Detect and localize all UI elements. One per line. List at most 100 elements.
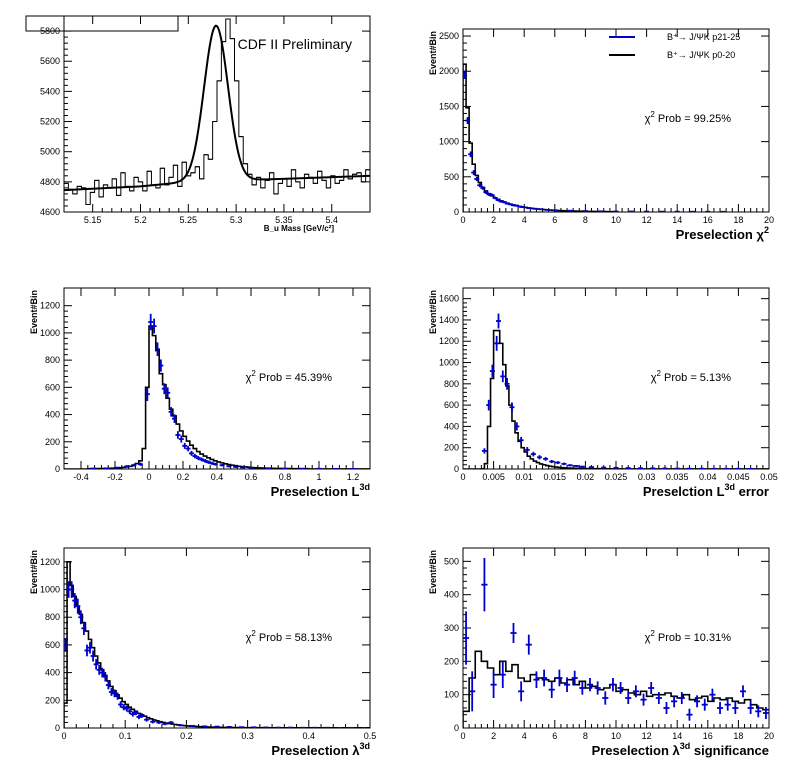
y-tick-label: 2000 (439, 66, 459, 76)
y-tick-label: 100 (444, 690, 459, 700)
y-axis-label: Event#Bin (428, 550, 438, 594)
data-point (532, 207, 538, 210)
data-point (571, 670, 578, 686)
y-tick-label: 200 (45, 695, 60, 705)
data-point (525, 634, 532, 655)
y-axis-label: Event#Bin (428, 31, 438, 75)
data-point (567, 209, 573, 212)
x-axis-label: B_u Mass [GeV/c²] (264, 224, 335, 233)
data-point (526, 207, 532, 210)
data-point (177, 724, 183, 727)
plot-area (64, 18, 370, 205)
x-tick-label: 12 (642, 215, 652, 225)
y-tick-label: 1200 (40, 301, 60, 311)
data-point (190, 724, 196, 727)
data-point (463, 70, 468, 79)
y-tick-label: 400 (444, 421, 459, 431)
data-point (212, 462, 218, 466)
data-point (115, 692, 121, 700)
y-tick-label: 1200 (40, 557, 60, 567)
data-point (238, 726, 244, 728)
data-point (589, 466, 595, 468)
x-tick-label: 0.5 (364, 731, 377, 741)
y-tick-label: 0 (454, 207, 459, 217)
data-point (492, 196, 498, 200)
data-point (168, 407, 174, 417)
data-point (265, 467, 271, 469)
data-point (226, 465, 232, 468)
x-tick-label: 0.3 (241, 731, 254, 741)
data-point (481, 448, 487, 454)
data-point (541, 669, 548, 687)
x-tick-label: 18 (733, 215, 743, 225)
data-point (509, 402, 515, 413)
data-point (573, 465, 579, 467)
data-point (556, 669, 563, 687)
data-point (75, 598, 81, 614)
panels: 5.15 5.2 5.25 5.3 5.35 5.44600480050005200540… (29, 15, 778, 758)
y-axis-label: Event#Bin (29, 290, 39, 334)
y-tick-label: 2500 (439, 31, 459, 41)
chi2-annotation: χ2 Prob = 58.13% (246, 629, 333, 644)
data-point (601, 466, 607, 469)
chi2-annotation: χ2 Prob = 10.31% (645, 629, 732, 644)
data-point (543, 456, 549, 461)
y-tick-label: 5000 (40, 147, 60, 157)
data-point (96, 664, 102, 675)
data-point (87, 641, 93, 654)
data-point (561, 462, 567, 466)
data-point (84, 644, 90, 657)
data-point (156, 720, 162, 724)
data-point (537, 455, 542, 460)
data-point (81, 621, 87, 635)
data-point (465, 116, 471, 125)
histogram-outline (64, 18, 370, 205)
legend-entry: B⁺→ J/ΨK p21-25 (609, 32, 740, 42)
x-tick-label: -0.4 (73, 472, 89, 482)
data-point (233, 466, 239, 468)
x-tick-label: 5.2 (134, 215, 147, 225)
data-point (202, 459, 208, 463)
y-tick-label: 200 (444, 656, 459, 666)
y-tick-label: 5800 (40, 26, 60, 36)
data-point (723, 467, 729, 469)
x-tick-label: 0.025 (605, 472, 628, 482)
y-tick-label: 800 (444, 379, 459, 389)
data-point (162, 722, 168, 726)
x-tick-label: 0.8 (279, 472, 292, 482)
data-point (594, 681, 601, 695)
data-point (686, 467, 692, 469)
data-point (518, 681, 525, 702)
x-tick-label: 2 (491, 215, 496, 225)
y-tick-label: 1000 (40, 328, 60, 338)
x-tick-label: 0.03 (638, 472, 656, 482)
y-tick-label: 5200 (40, 117, 60, 127)
chi2-annotation: χ2 Prob = 45.39% (246, 369, 333, 384)
data-point (189, 450, 194, 456)
x-tick-label: 0 (460, 215, 465, 225)
y-tick-label: 400 (45, 668, 60, 678)
y-tick-label: 0 (55, 464, 60, 474)
x-axis-label: Preselection λ3d significance (592, 741, 769, 758)
data-point (136, 714, 142, 720)
x-tick-label: 5.15 (84, 215, 102, 225)
x-tick-label: 0.2 (180, 731, 193, 741)
data-point (598, 210, 604, 212)
data-point (644, 210, 650, 212)
data-point (90, 467, 96, 469)
data-point (490, 671, 497, 698)
data-point (637, 467, 643, 469)
data-point (316, 467, 322, 469)
data-point (483, 190, 489, 194)
data-point (518, 436, 524, 444)
data-point (662, 467, 668, 469)
x-tick-label: 0.04 (699, 472, 717, 482)
data-point (474, 176, 480, 182)
data-point (219, 463, 225, 467)
data-point (299, 467, 305, 469)
data-point (138, 462, 143, 466)
x-tick-label: 8 (583, 215, 588, 225)
y-tick-label: 1500 (439, 101, 459, 111)
x-axis-label: Preselection λ3d (271, 741, 370, 758)
